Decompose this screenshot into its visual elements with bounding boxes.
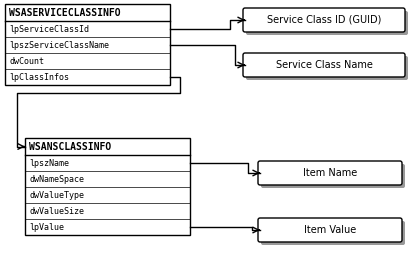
FancyBboxPatch shape	[261, 221, 405, 245]
Text: Service Class ID (GUID): Service Class ID (GUID)	[267, 15, 381, 25]
Text: Service Class Name: Service Class Name	[276, 60, 372, 70]
Text: lpServiceClassId: lpServiceClassId	[9, 25, 89, 34]
Bar	[5, 4, 170, 85]
Text: dwNameSpace: dwNameSpace	[29, 175, 84, 184]
Bar	[25, 138, 190, 235]
Text: dwValueType: dwValueType	[29, 190, 84, 199]
Text: dwValueSize: dwValueSize	[29, 207, 84, 216]
Text: dwCount: dwCount	[9, 57, 44, 66]
FancyBboxPatch shape	[243, 53, 405, 77]
Text: lpClassInfos: lpClassInfos	[9, 72, 69, 81]
FancyBboxPatch shape	[243, 8, 405, 32]
FancyBboxPatch shape	[261, 164, 405, 188]
FancyBboxPatch shape	[246, 56, 408, 80]
Text: Item Name: Item Name	[303, 168, 357, 178]
Text: lpszServiceClassName: lpszServiceClassName	[9, 40, 109, 49]
Text: WSANSCLASSINFO: WSANSCLASSINFO	[29, 142, 111, 152]
Text: WSASERVICECLASSINFO: WSASERVICECLASSINFO	[9, 7, 121, 17]
FancyBboxPatch shape	[258, 218, 402, 242]
FancyBboxPatch shape	[246, 11, 408, 35]
Text: Item Value: Item Value	[304, 225, 356, 235]
FancyBboxPatch shape	[258, 161, 402, 185]
Text: lpValue: lpValue	[29, 222, 64, 231]
Text: lpszName: lpszName	[29, 158, 69, 167]
